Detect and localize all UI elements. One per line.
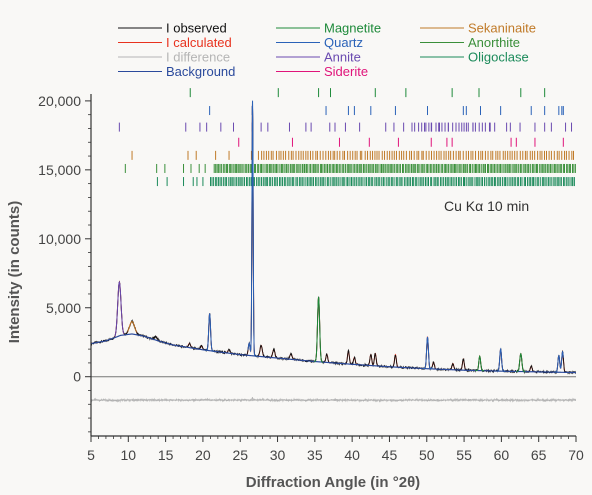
x-tick-label: 55: [456, 447, 472, 463]
x-tick-label: 35: [307, 447, 323, 463]
phase-peak-trace: [475, 355, 485, 372]
reflection-row: [189, 88, 546, 98]
series-i-difference: [91, 396, 576, 404]
y-tick-label: 0: [73, 369, 81, 385]
phase-peak-trace: [554, 350, 564, 373]
legend-label: Quartz: [324, 35, 363, 50]
x-axis-title: Diffraction Angle (in °2θ): [246, 474, 420, 491]
legend-label: Background: [166, 64, 235, 79]
x-tick-label: 45: [382, 447, 398, 463]
phase-peak-trace: [516, 352, 526, 373]
legend-label: Annite: [324, 50, 361, 65]
y-tick-label: 15,000: [38, 162, 81, 178]
phase-peak-trace: [314, 296, 324, 363]
phase-peak-trace: [247, 100, 258, 357]
axes: 5 10 15 20 25 30 35 40 45 50 55 60 65 70 0 5,000 10,000 1…: [38, 93, 584, 463]
reflection-row: [209, 106, 564, 116]
reflection-row: [156, 177, 575, 187]
legend-label: Magnetite: [324, 21, 381, 36]
x-tick-label: 15: [158, 447, 174, 463]
x-tick-label: 30: [270, 447, 286, 463]
y-axis-title: Intensity (in counts): [6, 201, 23, 344]
y-tick-label: 10,000: [38, 231, 81, 247]
series-background: [91, 333, 576, 374]
x-tick-label: 60: [494, 447, 510, 463]
legend-label: I calculated: [166, 35, 232, 50]
legend-label: Oligoclase: [468, 50, 529, 65]
series-group: [91, 100, 576, 404]
reflection-markers: [118, 88, 576, 187]
reflection-row: [124, 163, 576, 173]
series-i-calculated: [91, 104, 576, 374]
annotation-label: Cu Kα 10 min: [444, 198, 529, 214]
reflection-row: [131, 150, 574, 160]
plot-area: [91, 100, 576, 404]
legend-label: Siderite: [324, 64, 368, 79]
x-tick-label: 40: [344, 447, 360, 463]
x-tick-label: 65: [531, 447, 547, 463]
reflection-row: [238, 137, 564, 147]
x-tick-label: 50: [419, 447, 435, 463]
x-tick-label: 70: [568, 447, 584, 463]
x-tick-label: 10: [121, 447, 137, 463]
phase-peak-trace: [114, 280, 125, 337]
x-tick-label: 25: [232, 447, 248, 463]
legend-label: Sekaninaite: [468, 21, 536, 36]
legend-label: Anorthite: [468, 35, 520, 50]
phase-peak-trace: [423, 336, 433, 370]
phase-peak-trace: [127, 321, 137, 333]
x-tick-label: 5: [87, 447, 95, 463]
series-i-observed: [91, 101, 576, 375]
phase-peak-trace: [496, 347, 506, 372]
y-tick-label: 5,000: [46, 300, 81, 316]
y-tick-label: 20,000: [38, 93, 81, 109]
x-tick-label: 20: [195, 447, 211, 463]
phase-peak-trace: [205, 313, 215, 352]
legend-label: I observed: [166, 21, 227, 36]
legend-label: I difference: [166, 50, 230, 65]
reflection-row: [118, 122, 573, 132]
